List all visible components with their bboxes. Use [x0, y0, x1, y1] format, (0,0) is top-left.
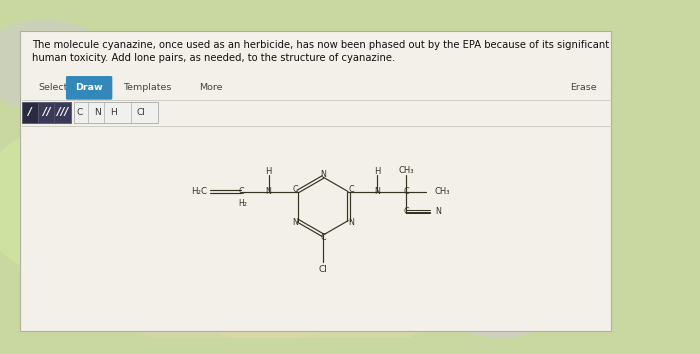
- Text: C: C: [403, 187, 409, 196]
- Ellipse shape: [204, 265, 432, 354]
- Ellipse shape: [0, 120, 204, 284]
- Ellipse shape: [477, 38, 614, 129]
- Text: Templates: Templates: [123, 83, 172, 92]
- Text: ///: ///: [57, 107, 69, 118]
- Text: H: H: [374, 167, 380, 176]
- Text: N: N: [320, 170, 326, 179]
- Text: C: C: [77, 108, 83, 117]
- Text: C: C: [403, 207, 409, 216]
- Text: The molecule cyanazine, once used as an herbicide, has now been phased out by th: The molecule cyanazine, once used as an …: [32, 40, 609, 63]
- Text: More: More: [199, 83, 223, 92]
- Ellipse shape: [228, 42, 500, 179]
- Text: CH₃: CH₃: [435, 187, 450, 196]
- Text: H: H: [265, 167, 272, 176]
- Text: N: N: [374, 187, 380, 196]
- Ellipse shape: [410, 156, 592, 338]
- Text: Cl: Cl: [318, 265, 328, 274]
- Text: C: C: [320, 233, 326, 242]
- Text: Draw: Draw: [76, 83, 103, 92]
- Ellipse shape: [0, 20, 113, 110]
- Text: Erase: Erase: [570, 83, 597, 92]
- Text: Cl: Cl: [136, 108, 146, 117]
- Text: //: //: [43, 107, 50, 118]
- Text: N: N: [292, 218, 298, 227]
- Text: H₂: H₂: [239, 199, 248, 208]
- Text: H: H: [111, 108, 117, 117]
- Text: Select: Select: [38, 83, 67, 92]
- Text: /: /: [28, 107, 32, 118]
- FancyBboxPatch shape: [20, 30, 611, 331]
- FancyBboxPatch shape: [55, 102, 71, 123]
- Text: N: N: [348, 218, 354, 227]
- Text: C: C: [239, 187, 244, 196]
- Text: H₂C: H₂C: [190, 187, 206, 196]
- Text: N: N: [435, 207, 441, 216]
- Text: C: C: [292, 185, 298, 194]
- FancyBboxPatch shape: [38, 102, 55, 123]
- Ellipse shape: [91, 238, 364, 347]
- Text: N: N: [94, 108, 101, 117]
- FancyBboxPatch shape: [66, 76, 112, 100]
- FancyBboxPatch shape: [22, 102, 38, 123]
- FancyBboxPatch shape: [74, 102, 158, 123]
- Text: C: C: [348, 185, 354, 194]
- Text: N: N: [265, 187, 272, 196]
- Text: CH₃: CH₃: [398, 166, 414, 175]
